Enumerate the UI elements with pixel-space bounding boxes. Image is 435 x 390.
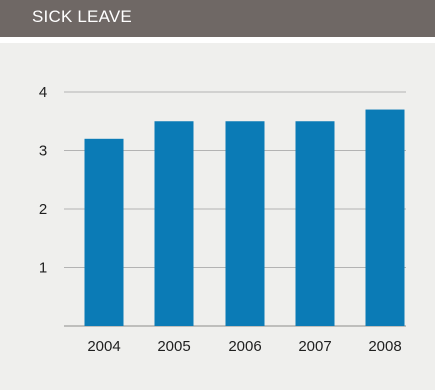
y-tick-label: 3: [39, 143, 47, 160]
x-tick-label: 2005: [157, 338, 190, 355]
bar-2006: [225, 121, 265, 326]
chart-area: 1 2 3 4 2004 2005 2006 2007 2008: [0, 43, 435, 390]
y-tick-label: 4: [39, 84, 47, 101]
x-tick-label: 2007: [298, 338, 331, 355]
y-tick-label: 2: [39, 201, 47, 218]
bar-2005: [154, 121, 194, 326]
x-tick-label: 2004: [87, 338, 120, 355]
bar-chart: 1 2 3 4 2004 2005 2006 2007 2008: [39, 84, 406, 355]
x-tick-label: 2008: [368, 338, 401, 355]
bar-2004: [84, 138, 124, 326]
bar-2007: [295, 121, 335, 326]
header-divider: [0, 37, 435, 43]
bar-2008: [365, 109, 405, 326]
x-tick-label: 2006: [228, 338, 261, 355]
chart-header: SICK LEAVE: [0, 0, 435, 37]
chart-title: SICK LEAVE: [32, 7, 132, 26]
y-tick-label: 1: [39, 260, 47, 277]
